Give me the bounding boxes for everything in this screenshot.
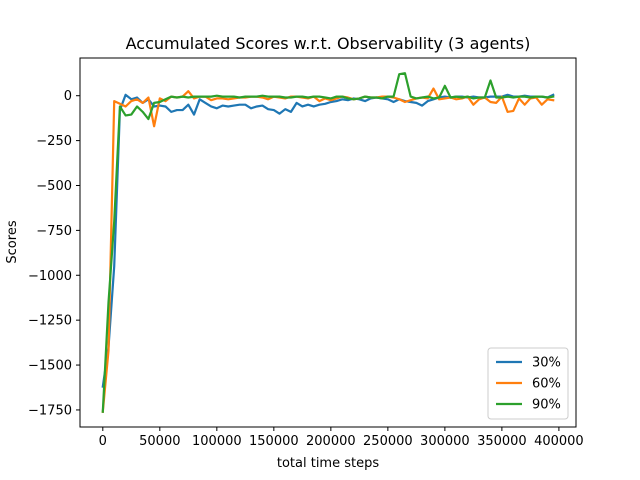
legend: 30% 60% 90%: [487, 347, 569, 420]
legend-label-1: 60%: [532, 377, 561, 392]
x-tick-label: 0: [99, 434, 107, 449]
y-tick-label: −500: [36, 179, 72, 194]
x-tick-label: 300000: [420, 434, 470, 449]
y-axis: −1750 −1500 −1250 −1000 −750 −500 −250 0: [28, 89, 80, 418]
legend-label-2: 90%: [532, 398, 561, 413]
x-tick-label: 150000: [249, 434, 299, 449]
legend-label-0: 30%: [532, 356, 561, 371]
x-axis-label: total time steps: [277, 456, 379, 471]
x-tick-label: 350000: [477, 434, 527, 449]
chart-title: Accumulated Scores w.r.t. Observability …: [126, 34, 531, 53]
x-tick-label: 200000: [306, 434, 356, 449]
y-tick-label: −1000: [28, 269, 72, 284]
plot-frame: [79, 57, 577, 428]
y-tick-label: −1750: [28, 403, 72, 418]
y-tick-label: −750: [36, 224, 72, 239]
y-axis-label: Scores: [5, 220, 20, 263]
y-tick-label: −250: [36, 134, 72, 149]
x-tick-label: 400000: [534, 434, 584, 449]
legend-box: [487, 347, 569, 420]
x-tick-label: 100000: [192, 434, 242, 449]
x-tick-label: 50000: [139, 434, 180, 449]
x-tick-label: 250000: [363, 434, 413, 449]
y-tick-label: −1500: [28, 359, 72, 374]
series-line-2: [101, 72, 555, 413]
y-tick-label: 0: [64, 89, 72, 104]
y-tick-label: −1250: [28, 314, 72, 329]
x-axis: 0 50000 100000 150000 200000 250000 300000 3500…: [99, 427, 584, 449]
series-layer: [101, 72, 555, 413]
